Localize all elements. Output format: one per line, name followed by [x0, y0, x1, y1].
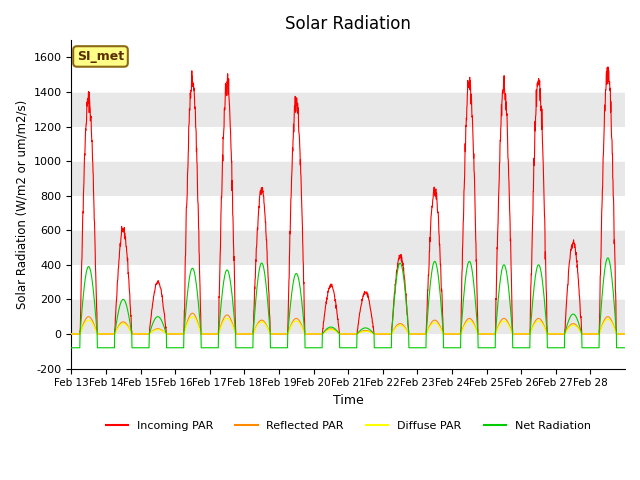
Legend: Incoming PAR, Reflected PAR, Diffuse PAR, Net Radiation: Incoming PAR, Reflected PAR, Diffuse PAR… — [101, 417, 595, 436]
Text: SI_met: SI_met — [77, 50, 124, 63]
Bar — [72, 230, 625, 265]
X-axis label: Time: Time — [333, 394, 364, 407]
Bar — [72, 334, 625, 369]
Y-axis label: Solar Radiation (W/m2 or um/m2/s): Solar Radiation (W/m2 or um/m2/s) — [15, 100, 28, 309]
Bar — [72, 92, 625, 127]
Bar — [72, 300, 625, 334]
Title: Solar Radiation: Solar Radiation — [285, 15, 411, 33]
Bar — [72, 265, 625, 300]
Bar — [72, 196, 625, 230]
Bar — [72, 58, 625, 92]
Bar — [72, 161, 625, 196]
Bar — [72, 127, 625, 161]
